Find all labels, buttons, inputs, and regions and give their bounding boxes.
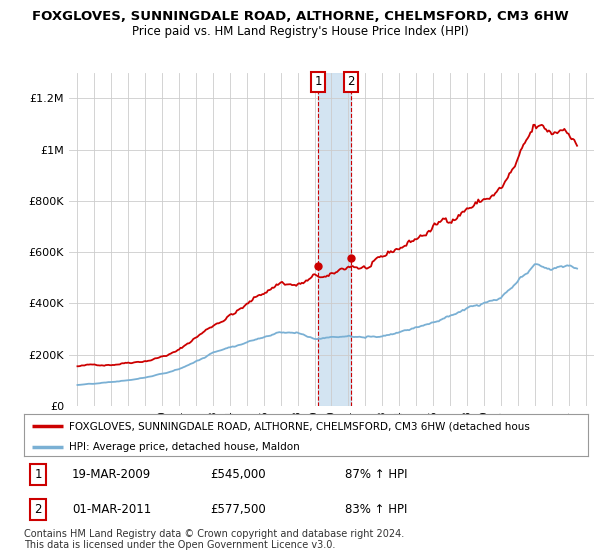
Text: 2: 2 [347, 75, 355, 88]
Bar [318, 73, 352, 406]
Text: 1: 1 [34, 468, 42, 481]
Text: 1: 1 [314, 75, 322, 88]
Text: This data is licensed under the Open Government Licence v3.0.: This data is licensed under the Open Gov… [24, 540, 335, 550]
Text: 2: 2 [34, 503, 42, 516]
Text: £545,000: £545,000 [210, 468, 266, 481]
Text: Contains HM Land Registry data © Crown copyright and database right 2024.: Contains HM Land Registry data © Crown c… [24, 529, 404, 539]
Text: 87% ↑ HPI: 87% ↑ HPI [346, 468, 408, 481]
Text: Price paid vs. HM Land Registry's House Price Index (HPI): Price paid vs. HM Land Registry's House … [131, 25, 469, 38]
Text: 19-MAR-2009: 19-MAR-2009 [72, 468, 151, 481]
Text: 83% ↑ HPI: 83% ↑ HPI [346, 503, 408, 516]
Text: 01-MAR-2011: 01-MAR-2011 [72, 503, 151, 516]
Text: FOXGLOVES, SUNNINGDALE ROAD, ALTHORNE, CHELMSFORD, CM3 6HW (detached hous: FOXGLOVES, SUNNINGDALE ROAD, ALTHORNE, C… [69, 421, 530, 431]
Text: FOXGLOVES, SUNNINGDALE ROAD, ALTHORNE, CHELMSFORD, CM3 6HW: FOXGLOVES, SUNNINGDALE ROAD, ALTHORNE, C… [32, 10, 568, 22]
Text: HPI: Average price, detached house, Maldon: HPI: Average price, detached house, Mald… [69, 442, 300, 452]
Text: £577,500: £577,500 [210, 503, 266, 516]
